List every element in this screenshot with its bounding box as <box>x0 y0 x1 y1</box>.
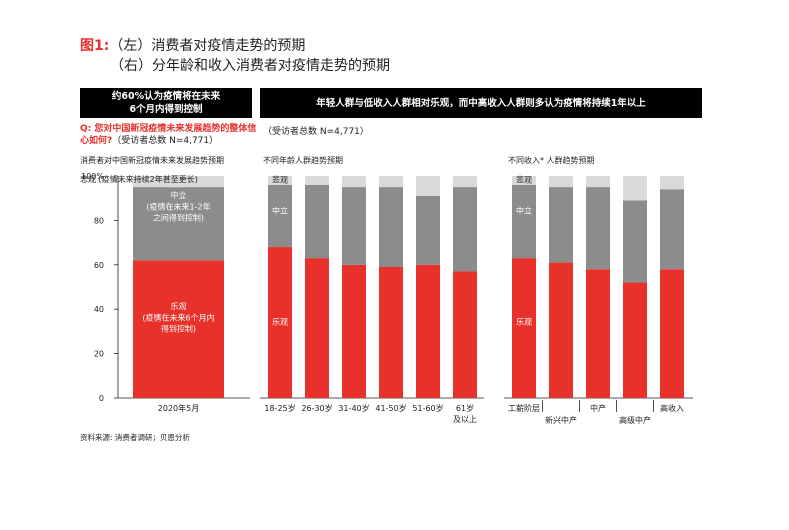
age-bar-neutral-segment <box>342 187 366 265</box>
income-bar-pessimistic-segment <box>549 176 573 188</box>
income-bar-optimistic-segment <box>549 262 573 398</box>
neutral-desc-2: 之间得到控制) <box>153 212 204 222</box>
y-tick-label: 40 <box>94 305 104 314</box>
y-tick-label: 100% <box>81 172 104 181</box>
income-bar-neutral-segment <box>623 200 647 283</box>
age-bar-neutral-segment <box>268 184 292 248</box>
x-tick-label: 2020年5月 <box>158 403 199 413</box>
age-x-tick-label: 及以上 <box>453 415 477 424</box>
optimistic-desc-1: (疫情在未来6个月内 <box>142 312 214 322</box>
age-bar-pessimistic-segment <box>305 176 329 185</box>
income-subtitle: 不同收入* 人群趋势预期 <box>508 156 595 165</box>
left-bar-optimistic-segment <box>133 260 224 398</box>
title-text-1: （左）消费者对疫情走势的预期 <box>109 38 306 54</box>
left-banner-line-1: 约60%认为疫情将在未来 <box>111 91 221 102</box>
left-respondents: （受访者总数 N=4,771） <box>112 136 219 146</box>
age-bar-optimistic-segment <box>416 264 440 398</box>
age-x-tick-label: 61岁 <box>456 403 474 413</box>
neutral-label: 中立 <box>171 190 187 200</box>
age-bar-optimistic-segment <box>453 271 477 398</box>
income-bar-optimistic-segment <box>623 282 647 398</box>
age-x-tick-label: 26-30岁 <box>301 403 332 413</box>
age-bar-pessimistic-segment <box>268 176 292 185</box>
neutral-desc-1: (疫情在未来1-2年 <box>146 201 210 211</box>
age-bar-pessimistic-segment <box>379 176 403 188</box>
age-x-tick-label: 51-60岁 <box>412 403 443 413</box>
y-tick-label: 20 <box>94 350 104 359</box>
age-bar-pessimistic-segment <box>342 176 366 188</box>
age-pessimistic-label: 悲观 <box>272 175 288 185</box>
question-text: Q: 您对中国新冠疫情未来发展趋势的整体信心如何?（受访者总数 N=4,771） <box>80 123 265 147</box>
source-note: 资料来源: 消费者调研；贝恩分析 <box>80 433 190 442</box>
age-bar-optimistic-segment <box>342 264 366 398</box>
title-line-2: （右）分年龄和收入消费者对疫情走势的预期 <box>110 58 390 74</box>
age-x-tick-label: 18-25岁 <box>264 403 295 413</box>
optimistic-label: 乐观 <box>171 301 187 311</box>
question: Q: 您对中国新冠疫情未来发展趋势的整体信心如何? <box>80 124 257 146</box>
age-bar-neutral-segment <box>305 184 329 259</box>
income-pessimistic-label: 悲观 <box>516 175 532 185</box>
income-bar-neutral-segment <box>660 189 684 270</box>
figure-title: 图1:（左）消费者对疫情走势的预期 （右）分年龄和收入消费者对疫情走势的预期 <box>80 36 390 76</box>
age-bar-optimistic-segment <box>379 267 403 398</box>
left-bar-pessimistic-segment <box>133 176 224 188</box>
income-x-tick-label: 高级中产 <box>619 415 651 425</box>
income-bar-pessimistic-segment <box>586 176 610 188</box>
income-bar-pessimistic-segment <box>623 176 647 201</box>
age-x-tick-label: 41-50岁 <box>375 403 406 413</box>
optimistic-desc-2: 得到控制) <box>161 323 196 333</box>
title-line-1: 图1:（左）消费者对疫情走势的预期 <box>80 36 390 56</box>
right-respondents: （受访者总数 N=4,771） <box>263 127 369 137</box>
income-x-tick-label: 高收入 <box>660 403 684 413</box>
income-bar-neutral-segment <box>586 187 610 270</box>
income-bar-optimistic-segment <box>586 269 610 398</box>
income-x-tick-label: 中产 <box>590 403 606 413</box>
left-banner-line-2: 6个月内得到控制 <box>129 104 203 115</box>
income-bar-optimistic-segment <box>660 269 684 398</box>
income-x-tick-label: 工薪阶层 <box>508 403 540 413</box>
left-banner: 约60%认为疫情将在未来 6个月内得到控制 <box>80 88 252 118</box>
income-x-tick-label: 新兴中产 <box>545 415 577 425</box>
income-optimistic-label: 乐观 <box>516 317 532 327</box>
age-x-tick-label: 31-40岁 <box>338 403 369 413</box>
income-bar-pessimistic-segment <box>512 176 536 185</box>
right-banner: 年轻人群与低收入人群相对乐观，而中高收入人群则多认为疫情将持续1年以上 <box>260 88 702 118</box>
age-bar-optimistic-segment <box>268 247 292 398</box>
age-bar-neutral-segment <box>416 195 440 265</box>
income-neutral-label: 中立 <box>516 206 532 216</box>
left-subtitle: 消费者对中国新冠疫情未来发展趋势预期 <box>80 156 224 165</box>
age-bar-neutral-segment <box>379 187 403 268</box>
age-bar-pessimistic-segment <box>453 176 477 188</box>
age-bar-pessimistic-segment <box>416 176 440 196</box>
income-bar-neutral-segment <box>549 187 573 263</box>
age-neutral-label: 中立 <box>272 206 288 216</box>
left-bar-neutral-segment <box>133 187 224 261</box>
age-bar-neutral-segment <box>453 187 477 272</box>
age-bar-optimistic-segment <box>305 258 329 398</box>
income-bar-neutral-segment <box>512 184 536 259</box>
income-bar-pessimistic-segment <box>660 176 684 190</box>
age-subtitle: 不同年龄人群趋势预期 <box>263 156 343 165</box>
y-tick-label: 60 <box>94 261 104 270</box>
income-bar-optimistic-segment <box>512 258 536 398</box>
y-tick-label: 0 <box>99 394 104 403</box>
age-optimistic-label: 乐观 <box>272 317 288 327</box>
pessimistic-label: 悲观 (疫情未来持续2年甚至更长) <box>80 174 198 184</box>
y-tick-label: 80 <box>94 216 104 225</box>
figure-label: 图1: <box>80 38 110 54</box>
